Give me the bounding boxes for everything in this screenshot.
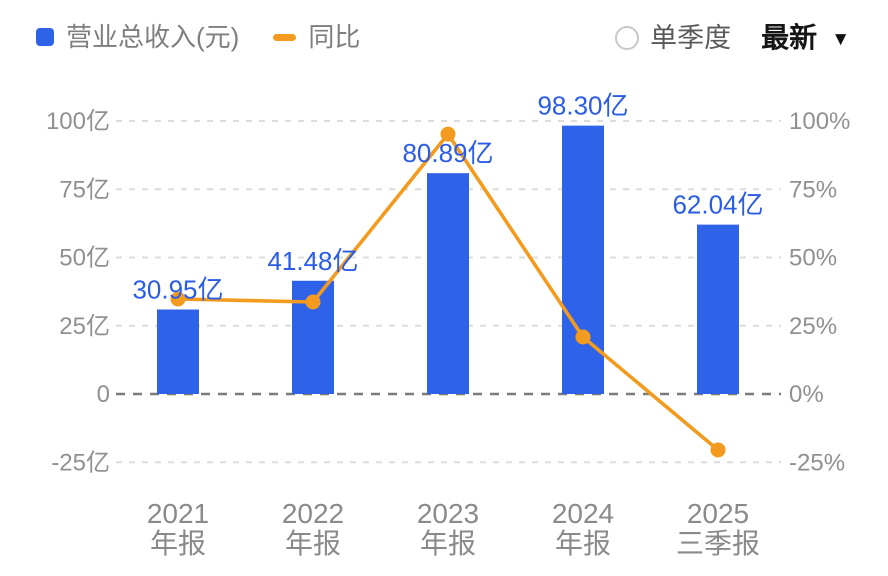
chart-header: 营业总收入(元) 同比 单季度 最新 ▼ bbox=[0, 24, 888, 72]
single-quarter-toggle[interactable]: 单季度 bbox=[615, 22, 732, 53]
bar-value-label: 30.95亿 bbox=[132, 275, 223, 305]
yoy-point[interactable] bbox=[575, 329, 591, 345]
legend-yoy-label: 同比 bbox=[308, 22, 361, 52]
bar-series-swatch-icon bbox=[36, 28, 54, 46]
right-axis-tick: 75% bbox=[789, 176, 837, 203]
chevron-down-icon: ▼ bbox=[831, 28, 850, 50]
line-series-swatch-icon bbox=[273, 33, 297, 41]
x-axis-label: 2022 年报 bbox=[282, 498, 344, 559]
yoy-point[interactable] bbox=[170, 291, 186, 307]
legend-revenue-label: 营业总收入(元) bbox=[66, 22, 240, 52]
left-axis-tick: 50亿 bbox=[59, 245, 110, 272]
x-axis-label: 2025 三季报 bbox=[676, 498, 760, 559]
right-axis-tick: 0% bbox=[789, 381, 824, 408]
legend-item-revenue[interactable]: 营业总收入(元) bbox=[36, 24, 239, 50]
legend: 营业总收入(元) 同比 bbox=[36, 24, 360, 50]
yoy-point[interactable] bbox=[305, 294, 321, 310]
x-axis-label: 2024 年报 bbox=[552, 498, 614, 559]
right-axis-tick: 25% bbox=[789, 313, 837, 340]
left-axis-tick: -25亿 bbox=[51, 449, 110, 476]
bar-value-label: 80.89亿 bbox=[402, 138, 493, 168]
revenue-bar[interactable] bbox=[562, 125, 604, 395]
yoy-point[interactable] bbox=[440, 126, 456, 142]
single-quarter-label: 单季度 bbox=[650, 22, 732, 53]
revenue-bar[interactable] bbox=[697, 224, 739, 394]
x-axis-label: 2021 年报 bbox=[147, 498, 209, 559]
right-axis-tick: 100% bbox=[789, 108, 850, 135]
left-axis-tick: 100亿 bbox=[46, 108, 110, 135]
left-axis-tick: 75亿 bbox=[59, 176, 110, 203]
left-axis-tick: 25亿 bbox=[59, 313, 110, 340]
bar-value-label: 62.04亿 bbox=[672, 190, 763, 220]
period-selector[interactable]: 最新 ▼ bbox=[761, 24, 850, 52]
right-axis-tick: 50% bbox=[789, 245, 837, 272]
right-axis-tick: -25% bbox=[789, 449, 845, 476]
left-axis-tick: 0 bbox=[97, 381, 110, 408]
revenue-bar[interactable] bbox=[157, 309, 199, 394]
revenue-bar[interactable] bbox=[427, 173, 469, 394]
yoy-point[interactable] bbox=[710, 442, 726, 458]
legend-item-yoy[interactable]: 同比 bbox=[273, 24, 360, 50]
period-selector-value: 最新 bbox=[761, 22, 818, 53]
chart-controls: 单季度 最新 ▼ bbox=[615, 24, 850, 52]
x-axis-label: 2023 年报 bbox=[417, 498, 479, 559]
bar-value-label: 41.48亿 bbox=[267, 246, 358, 276]
bar-value-label: 98.30亿 bbox=[537, 91, 628, 121]
radio-unchecked-icon[interactable] bbox=[615, 26, 640, 50]
